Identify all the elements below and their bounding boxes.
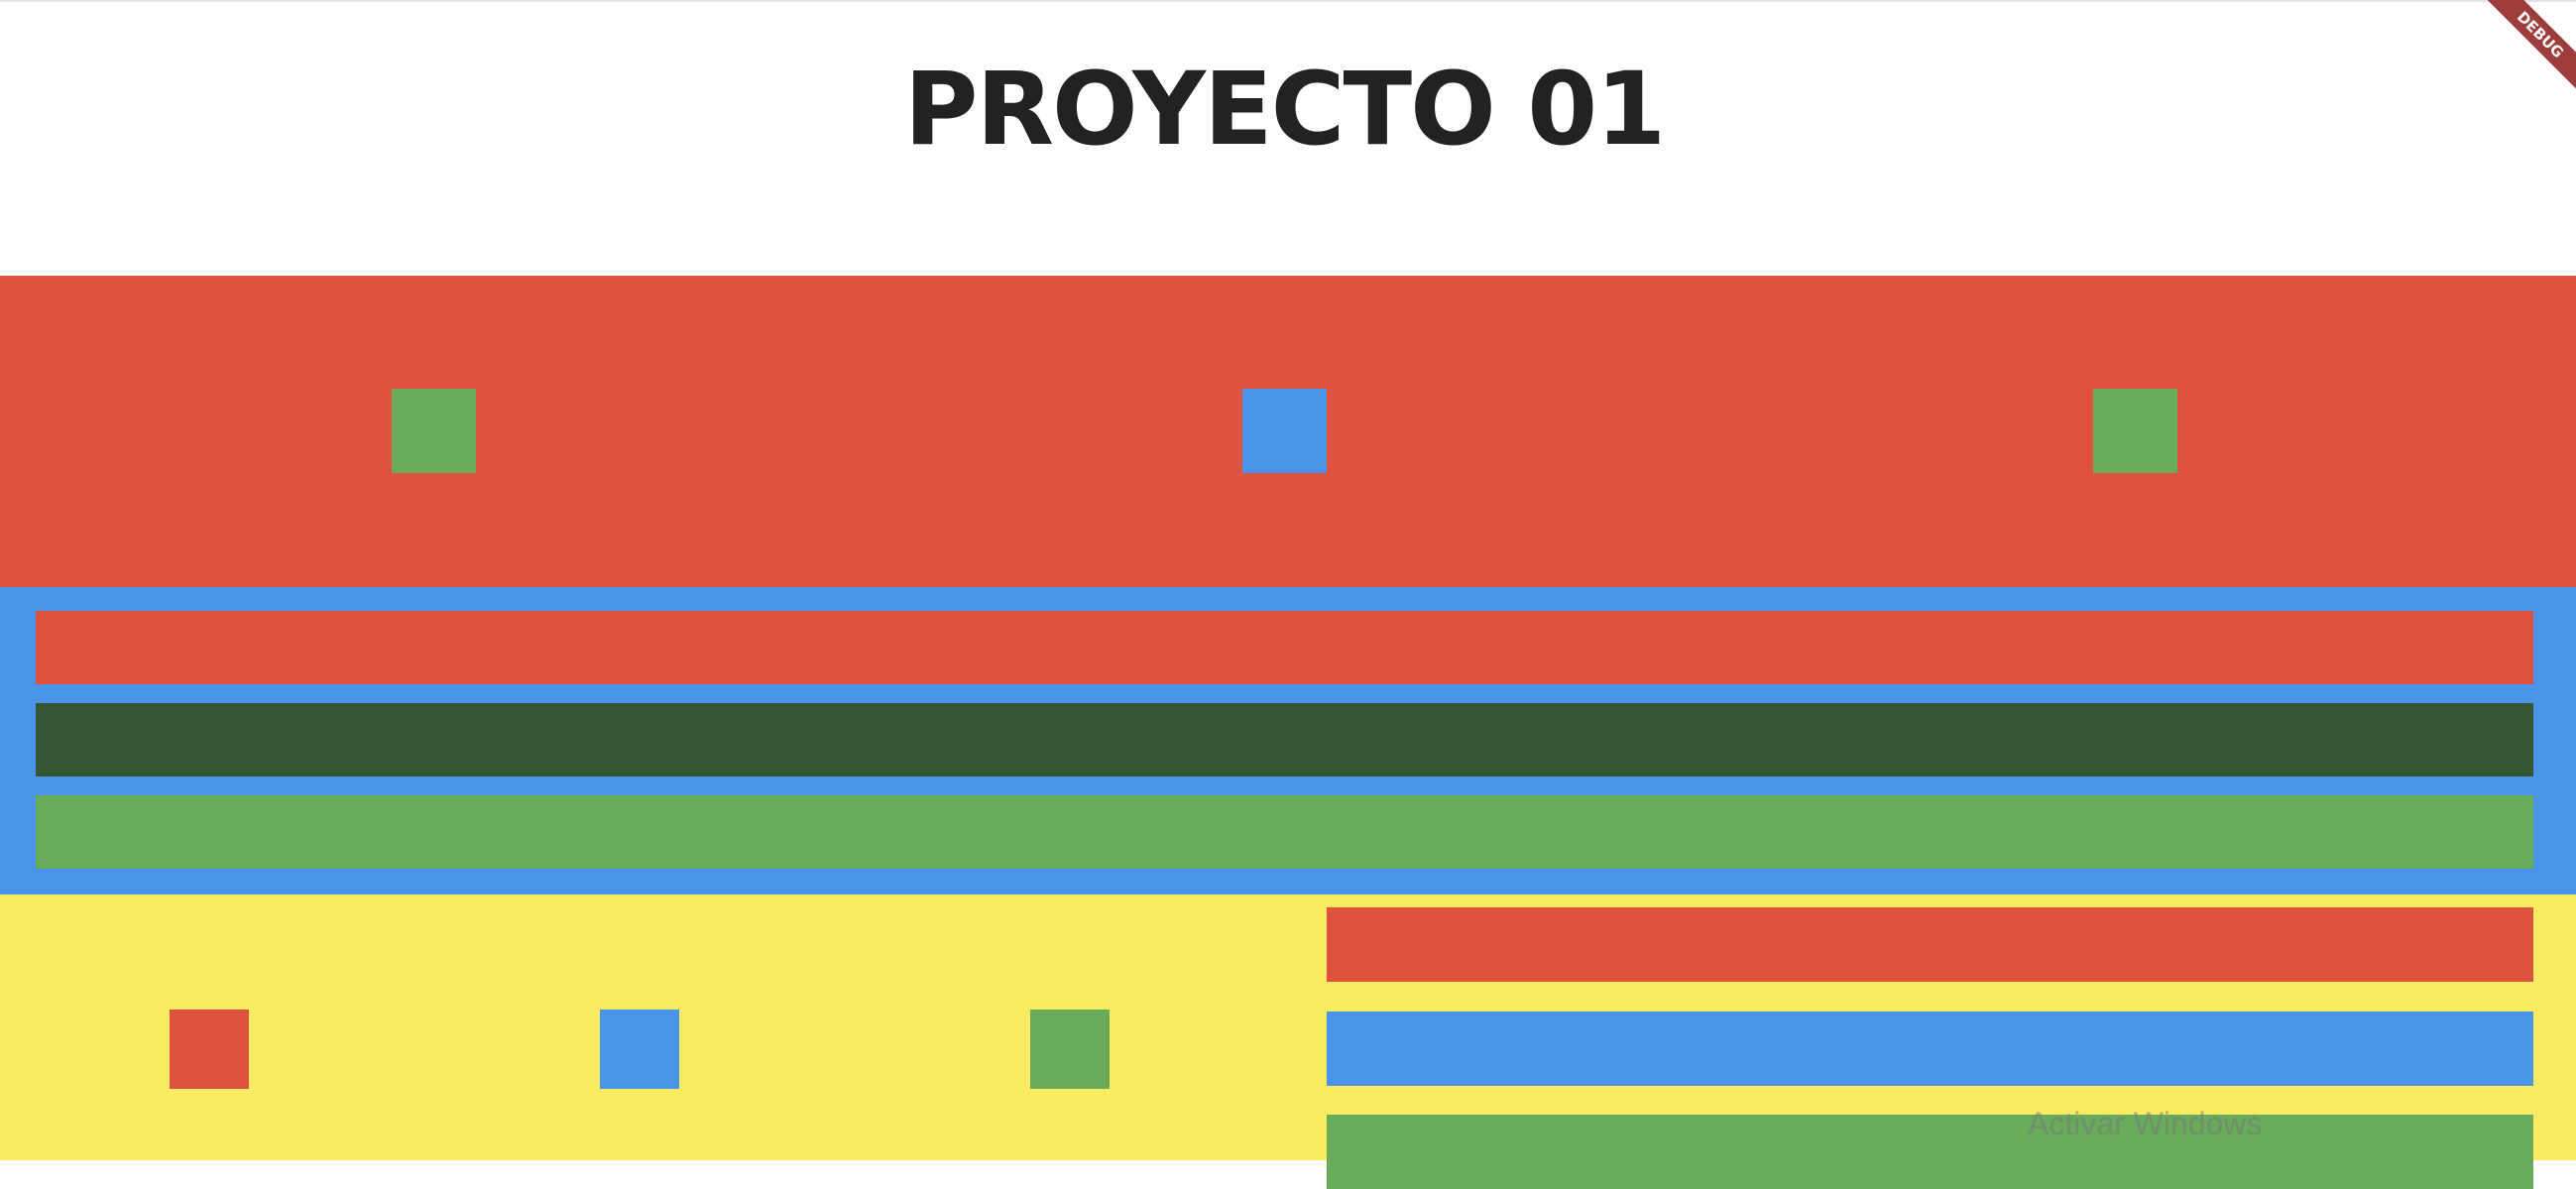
bottom-container [0,894,2576,1189]
middle-column-container [0,587,2576,894]
bottom-bar-red [1327,907,2533,982]
bottom-bar-blue [1327,1011,2533,1086]
top-row-container [0,276,2576,587]
middle-bar-dark-green [36,703,2533,776]
debug-banner-container: DEBUG [2467,0,2576,109]
top-row-square-green-right [2093,389,2177,473]
top-row-square-green-left [392,389,476,473]
windows-activation-watermark: Activar Windows [2028,1106,2263,1141]
top-row-square-blue [1242,389,1327,473]
bottom-square-green [1030,1010,1110,1089]
middle-bar-red [36,611,2533,684]
middle-bar-green [36,795,2533,869]
bottom-square-red [170,1010,249,1089]
bottom-square-blue [600,1010,679,1089]
debug-banner: DEBUG [2475,0,2576,100]
bottom-bar-green [1327,1115,2533,1189]
app-bar: PROYECTO 01 [0,0,2576,276]
page-title: PROYECTO 01 [903,51,1667,169]
